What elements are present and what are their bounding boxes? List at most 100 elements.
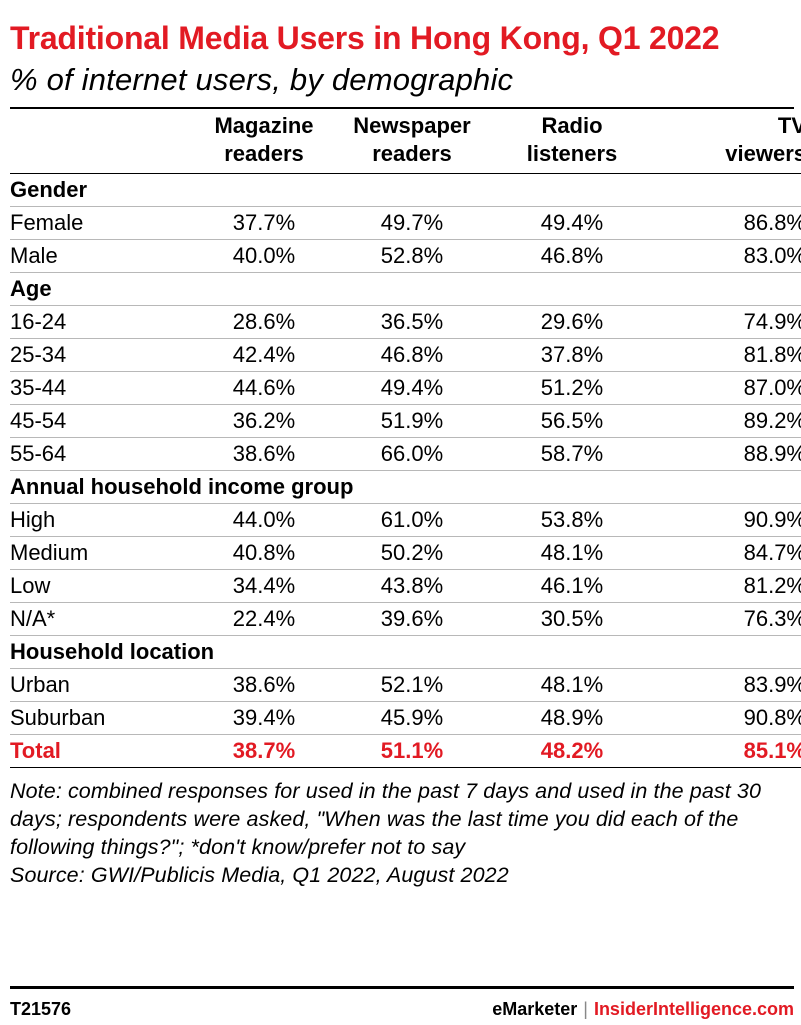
cell-tv: 74.9% <box>743 309 801 334</box>
cell-radio: 46.1% <box>540 573 604 598</box>
total-cell-newspaper: 51.1% <box>380 738 444 763</box>
cell-newspaper: 52.1% <box>380 672 444 697</box>
group-row: Annual household income group <box>10 471 801 504</box>
column-header-line: Radio <box>541 113 603 138</box>
column-header-magazine: Magazine readers <box>200 109 324 174</box>
cell-magazine: 44.6% <box>232 375 296 400</box>
table-row: High 44.0% 61.0% 53.8% 90.9% <box>10 504 801 537</box>
cell-radio: 30.5% <box>540 606 604 631</box>
cell-magazine: 42.4% <box>232 342 296 367</box>
cell-magazine: 37.7% <box>232 210 296 235</box>
table-row: Medium 40.8% 50.2% 48.1% 84.7% <box>10 537 801 570</box>
column-header-line: viewers <box>725 141 801 166</box>
cell-radio: 48.1% <box>540 540 604 565</box>
group-label: Gender <box>10 177 88 202</box>
column-header-line: readers <box>372 141 452 166</box>
cell-magazine: 40.8% <box>232 540 296 565</box>
table-row: 16-24 28.6% 36.5% 29.6% 74.9% <box>10 306 801 339</box>
row-label: 45-54 <box>10 408 67 433</box>
footer: T21576 eMarketer | InsiderIntelligence.com <box>10 986 794 1025</box>
table-row: N/A* 22.4% 39.6% 30.5% 76.3% <box>10 603 801 636</box>
table-header: Magazine readers Newspaper readers Radio list… <box>10 109 801 174</box>
column-header-radio: Radio listeners <box>492 109 652 174</box>
brand: eMarketer | InsiderIntelligence.com <box>492 999 794 1020</box>
chart-subtitle: % of internet users, by demographic <box>10 62 514 97</box>
group-label: Annual household income group <box>10 474 354 499</box>
table-row: Female 37.7% 49.7% 49.4% 86.8% <box>10 207 801 240</box>
cell-magazine: 38.6% <box>232 672 296 697</box>
cell-tv: 90.9% <box>743 507 801 532</box>
brand-emarketer: eMarketer <box>492 999 578 1019</box>
table-row: Low 34.4% 43.8% 46.1% 81.2% <box>10 570 801 603</box>
table-row: Suburban 39.4% 45.9% 48.9% 90.8% <box>10 702 801 735</box>
cell-tv: 81.2% <box>743 573 801 598</box>
cell-radio: 51.2% <box>540 375 604 400</box>
total-cell-tv: 85.1% <box>743 738 801 763</box>
cell-radio: 48.1% <box>540 672 604 697</box>
cell-newspaper: 45.9% <box>380 705 444 730</box>
cell-magazine: 39.4% <box>232 705 296 730</box>
cell-radio: 48.9% <box>540 705 604 730</box>
row-label: 55-64 <box>10 441 67 466</box>
cell-radio: 29.6% <box>540 309 604 334</box>
table-row: Male 40.0% 52.8% 46.8% 83.0% <box>10 240 801 273</box>
cell-tv: 88.9% <box>743 441 801 466</box>
cell-radio: 49.4% <box>540 210 604 235</box>
cell-newspaper: 49.7% <box>380 210 444 235</box>
cell-newspaper: 66.0% <box>380 441 444 466</box>
chart-code: T21576 <box>10 999 72 1019</box>
cell-magazine: 28.6% <box>232 309 296 334</box>
table-body: Gender Female 37.7% 49.7% 49.4% 86.8% Male 40.0… <box>10 174 801 768</box>
header-row: Magazine readers Newspaper readers Radio list… <box>10 109 801 174</box>
column-header-line: listeners <box>526 141 618 166</box>
cell-tv: 83.0% <box>743 243 801 268</box>
column-header-line: Newspaper <box>353 113 471 138</box>
note-text: Note: combined responses for used in the… <box>10 779 762 859</box>
row-label: 16-24 <box>10 309 67 334</box>
table-row: 35-44 44.6% 49.4% 51.2% 87.0% <box>10 372 801 405</box>
cell-tv: 89.2% <box>743 408 801 433</box>
total-label: Total <box>10 738 61 763</box>
cell-magazine: 44.0% <box>232 507 296 532</box>
table-row: 55-64 38.6% 66.0% 58.7% 88.9% <box>10 438 801 471</box>
total-row: Total 38.7% 51.1% 48.2% 85.1% <box>10 735 801 768</box>
cell-magazine: 38.6% <box>232 441 296 466</box>
column-header-tv: TV viewers <box>652 109 801 174</box>
chart-container: Traditional Media Users in Hong Kong, Q1… <box>10 0 801 889</box>
cell-radio: 37.8% <box>540 342 604 367</box>
brand-separator: | <box>583 999 588 1019</box>
group-label: Household location <box>10 639 215 664</box>
total-cell-radio: 48.2% <box>540 738 604 763</box>
total-cell-magazine: 38.7% <box>232 738 296 763</box>
row-label: Urban <box>10 672 70 697</box>
cell-radio: 56.5% <box>540 408 604 433</box>
cell-newspaper: 61.0% <box>380 507 444 532</box>
chart-title: Traditional Media Users in Hong Kong, Q1… <box>10 20 720 56</box>
cell-radio: 53.8% <box>540 507 604 532</box>
cell-tv: 87.0% <box>743 375 801 400</box>
cell-newspaper: 46.8% <box>380 342 444 367</box>
cell-newspaper: 43.8% <box>380 573 444 598</box>
cell-magazine: 40.0% <box>232 243 296 268</box>
cell-radio: 58.7% <box>540 441 604 466</box>
row-label: Male <box>10 243 58 268</box>
row-label: Medium <box>10 540 89 565</box>
row-label: Low <box>10 573 51 598</box>
column-header-stub <box>10 109 200 174</box>
column-header-line: Magazine <box>214 113 314 138</box>
group-label: Age <box>10 276 52 301</box>
table-row: 25-34 42.4% 46.8% 37.8% 81.8% <box>10 339 801 372</box>
table-row: 45-54 36.2% 51.9% 56.5% 89.2% <box>10 405 801 438</box>
cell-magazine: 36.2% <box>232 408 296 433</box>
cell-newspaper: 51.9% <box>380 408 444 433</box>
column-header-line: TV <box>777 113 801 138</box>
row-label: N/A* <box>10 606 56 631</box>
group-row: Age <box>10 273 801 306</box>
group-row: Gender <box>10 174 801 207</box>
cell-newspaper: 39.6% <box>380 606 444 631</box>
cell-newspaper: 50.2% <box>380 540 444 565</box>
cell-tv: 83.9% <box>743 672 801 697</box>
cell-tv: 76.3% <box>743 606 801 631</box>
row-label: High <box>10 507 56 532</box>
cell-tv: 90.8% <box>743 705 801 730</box>
